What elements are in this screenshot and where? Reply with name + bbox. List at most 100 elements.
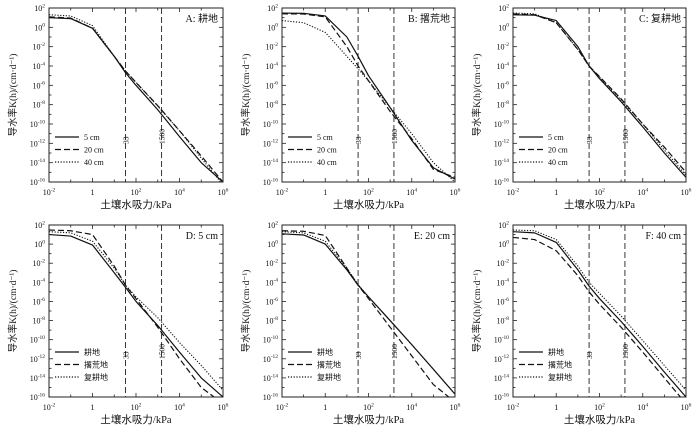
legend-label: 耕地 xyxy=(84,347,100,357)
y-tick-label: 100 xyxy=(267,240,278,250)
x-axis-title: 土壤水吸力/kPa xyxy=(100,413,172,426)
y-tick-label: 10-4 xyxy=(265,61,278,71)
x-axis-title: 土壤水吸力/kPa xyxy=(100,198,172,211)
series-line-3 xyxy=(49,231,223,391)
x-tick-label: 104 xyxy=(174,402,185,412)
y-tick-label: 10-4 xyxy=(32,278,45,288)
y-tick-label: 10-10 xyxy=(30,119,46,129)
y-tick-label: 10-8 xyxy=(265,316,278,326)
legend-label: 复耕地 xyxy=(84,372,108,382)
y-axis-title: 导水率K(h)/(cm·d⁻¹) xyxy=(7,270,19,353)
series-line-2 xyxy=(282,13,455,178)
series-line-3 xyxy=(49,14,222,182)
y-tick-label: 102 xyxy=(498,220,509,230)
y-tick-label: 10-2 xyxy=(496,42,509,52)
series-line-2 xyxy=(513,13,686,173)
y-tick-label: 10-16 xyxy=(30,392,46,402)
series-line-1 xyxy=(49,17,223,182)
x-tick-label: 10-2 xyxy=(507,402,520,412)
series-line-3 xyxy=(513,12,686,176)
legend-label: 5 cm xyxy=(317,133,334,142)
x-tick-label: 106 xyxy=(218,402,229,412)
reference-line-label: 1500 xyxy=(158,344,167,359)
panel-label: E: 20 cm xyxy=(414,231,450,242)
x-tick-label: 1 xyxy=(91,188,95,197)
x-axis-title: 土壤水吸力/kPa xyxy=(333,413,405,426)
reference-line-label: 1500 xyxy=(621,129,630,144)
legend-label: 复耕地 xyxy=(317,372,341,382)
series-line-3 xyxy=(282,231,455,395)
y-tick-label: 10-8 xyxy=(32,100,45,110)
panel-label: B: 撂荒地 xyxy=(408,12,450,25)
y-tick-label: 102 xyxy=(34,220,45,230)
x-axis-title: 土壤水吸力/kPa xyxy=(564,198,636,211)
y-tick-label: 10-12 xyxy=(494,354,510,364)
y-tick-label: 10-8 xyxy=(496,100,509,110)
y-tick-label: 10-4 xyxy=(32,61,45,71)
y-tick-label: 100 xyxy=(34,240,45,250)
chart-panel-5: 10-16 10-14 10-12 10-10 10-8 10-6 10-4 10-2 100 1… xyxy=(240,220,461,426)
legend-label: 20 cm xyxy=(84,146,105,155)
y-tick-label: 10-2 xyxy=(32,259,45,269)
x-tick-label: 106 xyxy=(450,402,461,412)
chart-panel-3: 10-16 10-14 10-12 10-10 10-8 10-6 10-4 10-2 100 1… xyxy=(471,3,692,211)
series-line-1 xyxy=(513,231,686,397)
series-line-2 xyxy=(513,236,682,397)
y-tick-label: 102 xyxy=(267,3,278,13)
x-tick-label: 106 xyxy=(681,187,692,197)
y-axis-title: 导水率K(h)/(cm·d⁻¹) xyxy=(7,54,19,137)
y-tick-label: 10-2 xyxy=(496,259,509,269)
x-axis-title: 土壤水吸力/kPa xyxy=(333,198,405,211)
y-tick-label: 10-2 xyxy=(265,259,278,269)
y-axis-title: 导水率K(h)/(cm·d⁻¹) xyxy=(240,54,252,137)
x-tick-label: 1 xyxy=(323,188,327,197)
x-tick-label: 106 xyxy=(681,402,692,412)
x-tick-label: 106 xyxy=(218,187,229,197)
y-tick-label: 100 xyxy=(498,23,509,33)
y-axis-title: 导水率K(h)/(cm·d⁻¹) xyxy=(240,270,252,353)
legend-label: 撂荒地 xyxy=(84,360,108,370)
x-tick-label: 104 xyxy=(637,402,648,412)
x-tick-label: 102 xyxy=(363,187,374,197)
reference-line-label: 1500 xyxy=(390,344,399,359)
y-tick-label: 10-10 xyxy=(494,335,510,345)
y-tick-label: 10-12 xyxy=(263,139,279,149)
y-tick-label: 10-16 xyxy=(263,392,279,402)
x-tick-label: 102 xyxy=(594,402,605,412)
y-tick-label: 10-8 xyxy=(496,316,509,326)
y-tick-label: 10-14 xyxy=(263,373,279,383)
chart-panel-2: 10-16 10-14 10-12 10-10 10-8 10-6 10-4 10-2 100 1… xyxy=(240,3,461,211)
y-axis-title: 导水率K(h)/(cm·d⁻¹) xyxy=(471,54,483,137)
x-tick-label: 1 xyxy=(91,403,95,412)
legend-label: 耕地 xyxy=(317,347,333,357)
legend-label: 40 cm xyxy=(548,158,569,167)
legend-label: 复耕地 xyxy=(548,372,572,382)
y-tick-label: 102 xyxy=(267,220,278,230)
x-tick-label: 104 xyxy=(406,187,417,197)
plot-frame xyxy=(281,7,456,183)
panel-label: C: 复耕地 xyxy=(639,12,681,25)
y-tick-label: 10-8 xyxy=(32,316,45,326)
plot-frame xyxy=(48,224,224,398)
legend-label: 20 cm xyxy=(548,146,569,155)
series-line-3 xyxy=(513,229,686,391)
plot-frame xyxy=(512,224,687,398)
plot-frame xyxy=(48,7,224,183)
y-tick-label: 10-12 xyxy=(30,354,46,364)
panel-label: F: 40 cm xyxy=(645,231,681,242)
panel-label: A: 耕地 xyxy=(186,12,219,25)
y-tick-label: 10-10 xyxy=(494,119,510,129)
reference-line-label: 33 xyxy=(585,136,594,144)
x-tick-label: 106 xyxy=(450,187,461,197)
y-tick-label: 10-14 xyxy=(30,373,46,383)
x-tick-label: 104 xyxy=(406,402,417,412)
chart-panel-4: 10-16 10-14 10-12 10-10 10-8 10-6 10-4 10-2 100 1… xyxy=(7,220,229,426)
y-tick-label: 10-2 xyxy=(265,42,278,52)
series-line-2 xyxy=(49,229,216,397)
plot-frame xyxy=(512,7,687,183)
y-tick-label: 10-14 xyxy=(494,373,510,383)
y-tick-label: 10-6 xyxy=(265,297,278,307)
reference-line-label: 33 xyxy=(354,136,363,144)
y-tick-label: 102 xyxy=(34,3,45,13)
